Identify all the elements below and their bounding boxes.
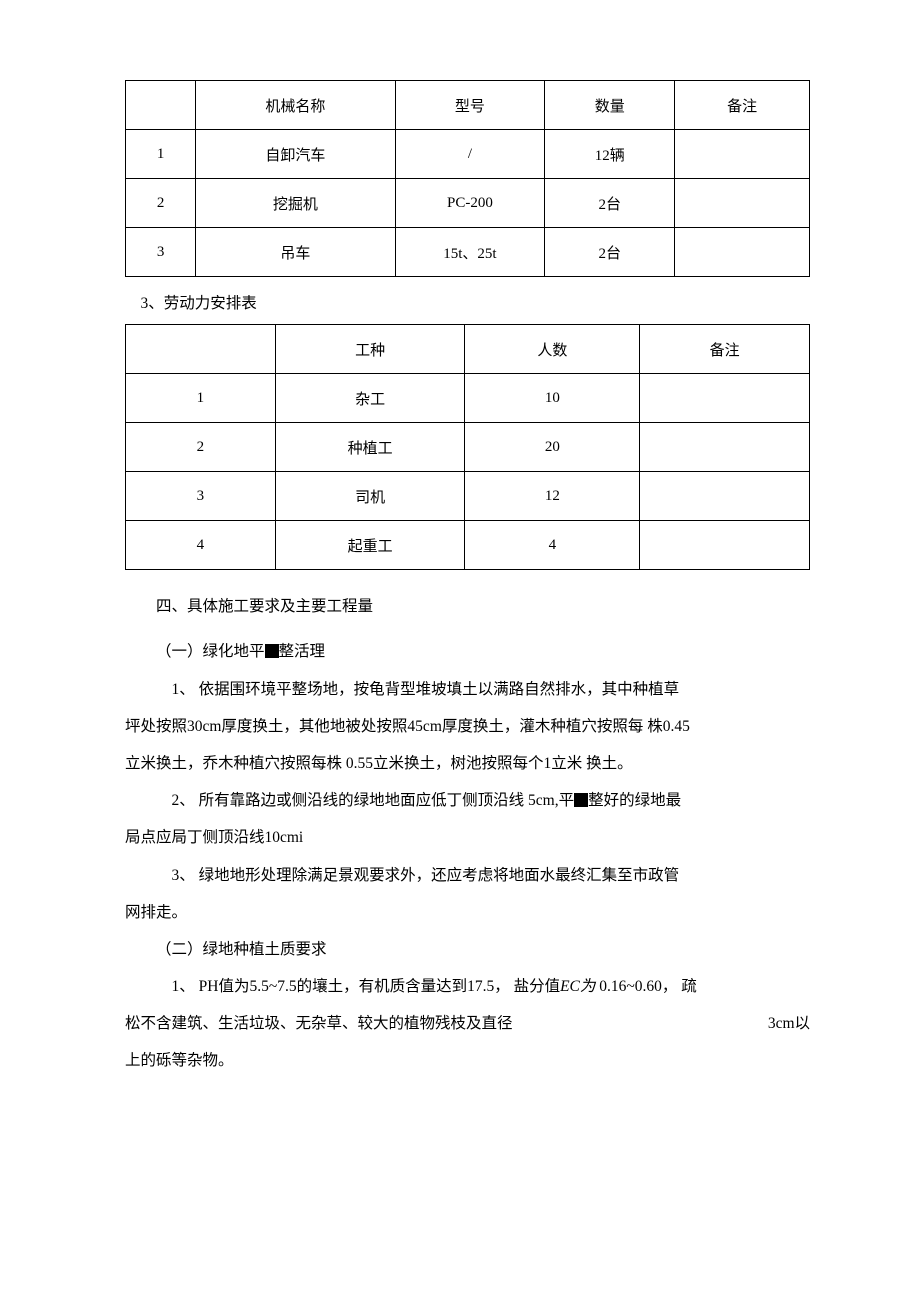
table-header-row: 机械名称 型号 数量 备注 — [126, 81, 810, 130]
cell: 2台 — [545, 228, 675, 277]
p1-1c: 立米换土，乔木种植穴按照每株 0.55立米换土，树池按照每个1立米 换土。 — [125, 745, 810, 782]
col-qty: 数量 — [545, 81, 675, 130]
cell — [640, 521, 810, 570]
table-row: 2 种植工 20 — [126, 423, 810, 472]
table-row: 1 自卸汽车 / 12辆 — [126, 130, 810, 179]
cell: 3 — [126, 228, 196, 277]
col-name: 机械名称 — [196, 81, 395, 130]
cell: 自卸汽车 — [196, 130, 395, 179]
col-type: 工种 — [275, 325, 465, 374]
cell: 12 — [465, 472, 640, 521]
sub1-title-b: 整活理 — [279, 643, 326, 660]
cell — [640, 472, 810, 521]
labor-table: 工种 人数 备注 1 杂工 10 2 种植工 20 3 司机 12 4 起重工 … — [125, 324, 810, 570]
machinery-table: 机械名称 型号 数量 备注 1 自卸汽车 / 12辆 2 挖掘机 PC-200 … — [125, 80, 810, 277]
sub2-title: （二）绿地种植土质要求 — [125, 931, 810, 968]
sub1-title-a: （一）绿化地平 — [156, 643, 265, 660]
p1-2a-head: 2、 所有靠路边或侧沿线的绿地地面应低丁侧顶沿线 5cm,平 — [172, 792, 575, 809]
cell: 4 — [126, 521, 276, 570]
p1-1b: 坪处按照30cm厚度换土，其他地被处按照45cm厚度换土，灌木种植穴按照每 株0… — [125, 708, 810, 745]
cell — [675, 179, 810, 228]
col-note: 备注 — [640, 325, 810, 374]
cell: 15t、25t — [395, 228, 545, 277]
cell: 种植工 — [275, 423, 465, 472]
table-row: 1 杂工 10 — [126, 374, 810, 423]
col-num — [126, 325, 276, 374]
box-icon — [574, 793, 588, 807]
cell — [640, 423, 810, 472]
cell: 1 — [126, 130, 196, 179]
p2-1a-ec: EC为 — [560, 978, 595, 995]
cell — [675, 228, 810, 277]
cell: 吊车 — [196, 228, 395, 277]
col-note: 备注 — [675, 81, 810, 130]
col-num — [126, 81, 196, 130]
cell: 2台 — [545, 179, 675, 228]
cell: 20 — [465, 423, 640, 472]
p1-2a-tail: 整好的绿地最 — [588, 792, 681, 809]
cell: 杂工 — [275, 374, 465, 423]
section4-title: 四、具体施工要求及主要工程量 — [125, 588, 810, 625]
p2-1b-left: 松不含建筑、生活垃圾、无杂草、较大的植物残枝及直径 — [125, 1005, 513, 1042]
page: 机械名称 型号 数量 备注 1 自卸汽车 / 12辆 2 挖掘机 PC-200 … — [0, 0, 920, 1303]
p2-1c: 上的砾等杂物。 — [125, 1042, 810, 1079]
table-row: 4 起重工 4 — [126, 521, 810, 570]
p1-2b: 局点应局丁侧顶沿线10cmi — [125, 819, 810, 856]
table-row: 3 司机 12 — [126, 472, 810, 521]
table-row: 2 挖掘机 PC-200 2台 — [126, 179, 810, 228]
table-row: 3 吊车 15t、25t 2台 — [126, 228, 810, 277]
p2-1b-right: 3cm以 — [768, 1005, 810, 1042]
cell: / — [395, 130, 545, 179]
p2-1a-head: 1、 PH值为5.5~7.5的壤土，有机质含量达到17.5， 盐分值 — [172, 978, 561, 995]
cell: 挖掘机 — [196, 179, 395, 228]
cell: 3 — [126, 472, 276, 521]
cell: 2 — [126, 179, 196, 228]
col-qty: 人数 — [465, 325, 640, 374]
table-header-row: 工种 人数 备注 — [126, 325, 810, 374]
cell — [675, 130, 810, 179]
labor-table-caption: 3、劳动力安排表 — [125, 285, 810, 322]
p2-1a: 1、 PH值为5.5~7.5的壤土，有机质含量达到17.5， 盐分值EC为 0.… — [125, 968, 810, 1005]
cell: 司机 — [275, 472, 465, 521]
p2-1a-tail: 0.16~0.60， 疏 — [595, 978, 696, 995]
cell: 4 — [465, 521, 640, 570]
p1-3a: 3、 绿地地形处理除满足景观要求外，还应考虑将地面水最终汇集至市政管 — [125, 857, 810, 894]
p1-3b: 网排走。 — [125, 894, 810, 931]
cell: 2 — [126, 423, 276, 472]
cell: 10 — [465, 374, 640, 423]
cell — [640, 374, 810, 423]
cell: 起重工 — [275, 521, 465, 570]
p2-1b: 松不含建筑、生活垃圾、无杂草、较大的植物残枝及直径 3cm以 — [125, 1005, 810, 1042]
cell: 12辆 — [545, 130, 675, 179]
cell: PC-200 — [395, 179, 545, 228]
p1-2a: 2、 所有靠路边或侧沿线的绿地地面应低丁侧顶沿线 5cm,平整好的绿地最 — [125, 782, 810, 819]
box-icon — [265, 644, 279, 658]
cell: 1 — [126, 374, 276, 423]
sub1-title: （一）绿化地平整活理 — [125, 633, 810, 670]
p1-1a: 1、 依据围环境平整场地，按龟背型堆坡填土以满路自然排水，其中种植草 — [125, 671, 810, 708]
col-model: 型号 — [395, 81, 545, 130]
